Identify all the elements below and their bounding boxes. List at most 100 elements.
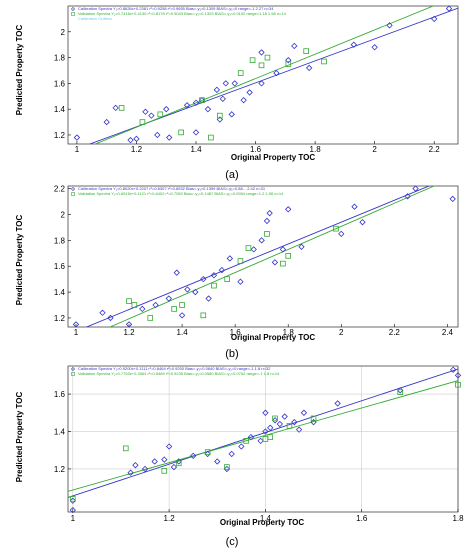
y-tick-label: 1.4 <box>54 288 66 297</box>
xlabel-b: Original Property TOC <box>231 333 316 342</box>
calibration-point <box>132 462 139 469</box>
calibration-point <box>305 64 313 72</box>
calibration-point <box>258 237 265 244</box>
calibration-point <box>257 437 264 445</box>
x-tick-label: 1.2 <box>123 328 135 337</box>
x-tick-label: 1.6 <box>230 328 242 337</box>
calibration-point <box>431 15 438 23</box>
calibration-point <box>204 450 211 458</box>
validation-point <box>267 434 274 440</box>
y-tick-label: 1.4 <box>54 428 66 437</box>
validation-point <box>211 282 217 289</box>
x-tick-label: 1 <box>75 145 80 154</box>
calibration-point <box>267 424 274 431</box>
calibration-point <box>291 42 298 50</box>
calibration-point <box>231 80 238 87</box>
legend-marker-validation <box>71 192 75 196</box>
x-tick-label: 2.2 <box>389 328 401 337</box>
validation-point <box>199 97 205 103</box>
legend-entry: Calibration Spectra Y₁=0.9200x+0.1111 r²… <box>78 366 271 371</box>
calibration-point <box>445 5 453 12</box>
calibration-point <box>133 135 140 143</box>
legend-marker-validation <box>71 372 75 376</box>
calibration-point <box>218 266 226 274</box>
calibration-point <box>271 417 279 424</box>
calibration-point <box>103 118 110 126</box>
calibration-point <box>161 456 168 463</box>
validation-point <box>175 460 182 467</box>
plot-frame <box>67 365 459 513</box>
y-tick-label: 2 <box>61 28 66 37</box>
calibration-point <box>219 95 226 103</box>
calibration-point <box>173 269 180 276</box>
plot-frame <box>67 185 459 328</box>
calibration-point <box>222 80 229 87</box>
x-tick-label: 1.6 <box>250 145 262 154</box>
validation-point <box>131 302 138 308</box>
ylabel-b: Predicted Property TOC <box>15 215 24 306</box>
xlabel-c: Original Property TOC <box>220 518 305 527</box>
calibration-point <box>300 409 308 416</box>
validation-point <box>217 112 223 119</box>
caption-a: (a) <box>225 169 238 181</box>
calibration-point <box>151 458 158 465</box>
x-tick-label: 1.6 <box>356 514 368 523</box>
calibration-point <box>127 469 134 476</box>
legend-entry: Validation Spectra Y₁=0.6915x+0.1121 r²=… <box>78 191 284 196</box>
calibration-point <box>99 309 106 316</box>
validation-fit-line <box>94 6 435 144</box>
calibration-point <box>262 428 269 435</box>
calibration-point <box>338 230 345 238</box>
y-tick-label: 1.4 <box>54 105 66 114</box>
validation-point <box>333 225 339 232</box>
validation-point <box>122 445 129 452</box>
x-tick-label: 1.8 <box>310 145 322 154</box>
y-tick-label: 1.2 <box>54 465 66 474</box>
x-tick-label: 1 <box>71 514 76 523</box>
calibration-point <box>298 243 305 250</box>
validation-fit-line <box>108 186 436 327</box>
calibration-point <box>454 372 462 379</box>
calibration-point <box>192 288 199 296</box>
validation-point <box>200 312 207 319</box>
x-tick-label: 1.8 <box>283 328 295 337</box>
validation-point <box>237 258 244 264</box>
y-tick-label: 1.6 <box>54 390 66 399</box>
x-tick-label: 1.8 <box>452 514 464 523</box>
ylabel-c: Predicted Property TOC <box>15 392 24 483</box>
validation-point <box>249 57 256 63</box>
calibration-point <box>139 305 146 313</box>
calibration-point <box>334 400 341 407</box>
validation-point <box>139 119 146 125</box>
validation-point <box>204 449 211 455</box>
legend-entry: Calibration Spectra Y₁=0.8626x+0.2381 r²… <box>78 6 274 11</box>
validation-point <box>280 260 286 267</box>
calibration-point <box>107 314 114 322</box>
validation-point <box>147 315 154 321</box>
calibration-point <box>247 433 255 441</box>
y-tick-label: 1.8 <box>54 54 66 63</box>
calibration-point <box>285 57 292 64</box>
calibration-point <box>200 275 207 283</box>
validation-point <box>179 302 185 308</box>
calibration-point <box>152 301 159 309</box>
validation-point <box>178 129 184 136</box>
calibration-point <box>184 286 191 293</box>
ylabel-a: Predicted Property TOC <box>15 25 24 116</box>
validation-point <box>243 438 249 444</box>
validation-point <box>397 389 404 396</box>
calibration-point <box>351 203 358 210</box>
calibration-point <box>154 131 161 139</box>
calibration-point <box>271 259 279 266</box>
calibration-point <box>165 295 172 302</box>
validation-point <box>157 111 164 118</box>
y-tick-label: 1.8 <box>54 236 66 245</box>
calibration-point <box>226 255 234 262</box>
calibration-point <box>449 195 456 203</box>
validation-fit-line <box>68 380 458 492</box>
legend-marker-calibration <box>70 366 76 372</box>
panel-b: 1 1.2 1.4 1.6 1.8 2 2.2 2.4 1.2 1.4 1.6 1.8 2 2.2 Cali… <box>54 185 459 337</box>
legend-marker-calibration <box>70 6 76 12</box>
validation-point <box>303 48 309 54</box>
